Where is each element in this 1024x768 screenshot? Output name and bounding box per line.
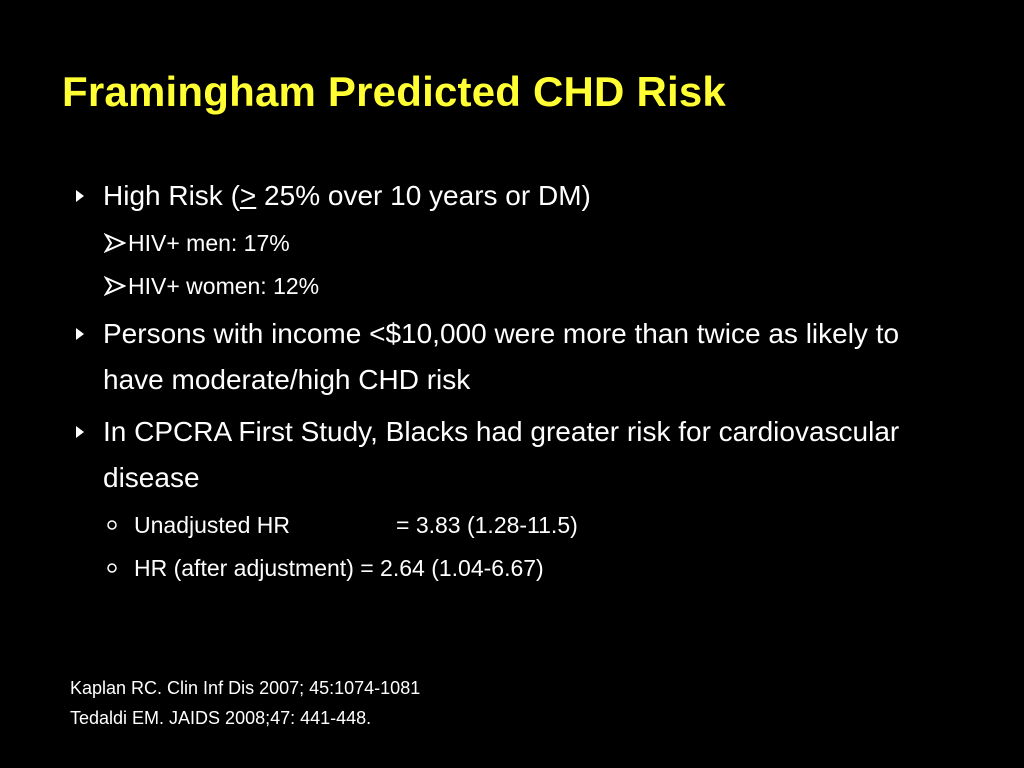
adjusted-hr-text: HR (after adjustment) = 2.64 (1.04-6.67) xyxy=(134,555,544,581)
unadjusted-hr-label: Unadjusted HR xyxy=(134,512,290,538)
high-risk-suffix: 25% over 10 years or DM) xyxy=(256,180,591,211)
sub-bullet-women: HIV+ women: 12% xyxy=(103,271,320,303)
unadjusted-hr-value: = 3.83 (1.28-11.5) xyxy=(396,512,578,538)
arrow-bullet-icon xyxy=(103,273,128,303)
bullet-cpcra: In CPCRA First Study, Blacks had greater… xyxy=(76,409,946,501)
high-risk-prefix: High Risk ( xyxy=(103,180,240,211)
sub-bullet-men: HIV+ men: 17% xyxy=(103,228,290,260)
bullet-high-risk: High Risk (> 25% over 10 years or DM) xyxy=(76,173,946,219)
triangle-bullet-icon xyxy=(76,311,98,357)
slide-title: Framingham Predicted CHD Risk xyxy=(62,68,726,115)
bullet-high-risk-text: High Risk (> 25% over 10 years or DM) xyxy=(103,173,946,219)
arrow-bullet-icon xyxy=(103,230,128,260)
high-risk-symbol: > xyxy=(239,180,257,211)
reference-tedaldi: Tedaldi EM. JAIDS 2008;47: 441-448. xyxy=(70,708,372,728)
references: Kaplan RC. Clin Inf Dis 2007; 45:1074-10… xyxy=(70,673,420,733)
sub-bullet-adjusted-hr: HR (after adjustment) = 2.64 (1.04-6.67) xyxy=(106,553,544,583)
triangle-bullet-icon xyxy=(76,173,98,219)
hiv-women-text: HIV+ women: 12% xyxy=(128,273,320,299)
bullet-cpcra-text: In CPCRA First Study, Blacks had greater… xyxy=(103,416,900,493)
hiv-men-text: HIV+ men: 17% xyxy=(128,230,290,256)
bullet-income-text: Persons with income <$10,000 were more t… xyxy=(103,318,900,395)
circle-bullet-icon xyxy=(107,563,117,573)
sub-bullet-unadjusted-hr: Unadjusted HR = 3.83 (1.28-11.5) xyxy=(106,510,578,540)
circle-bullet-icon xyxy=(107,520,117,530)
bullet-income: Persons with income <$10,000 were more t… xyxy=(76,311,946,403)
triangle-bullet-icon xyxy=(76,409,98,455)
reference-kaplan: Kaplan RC. Clin Inf Dis 2007; 45:1074-10… xyxy=(70,678,421,698)
